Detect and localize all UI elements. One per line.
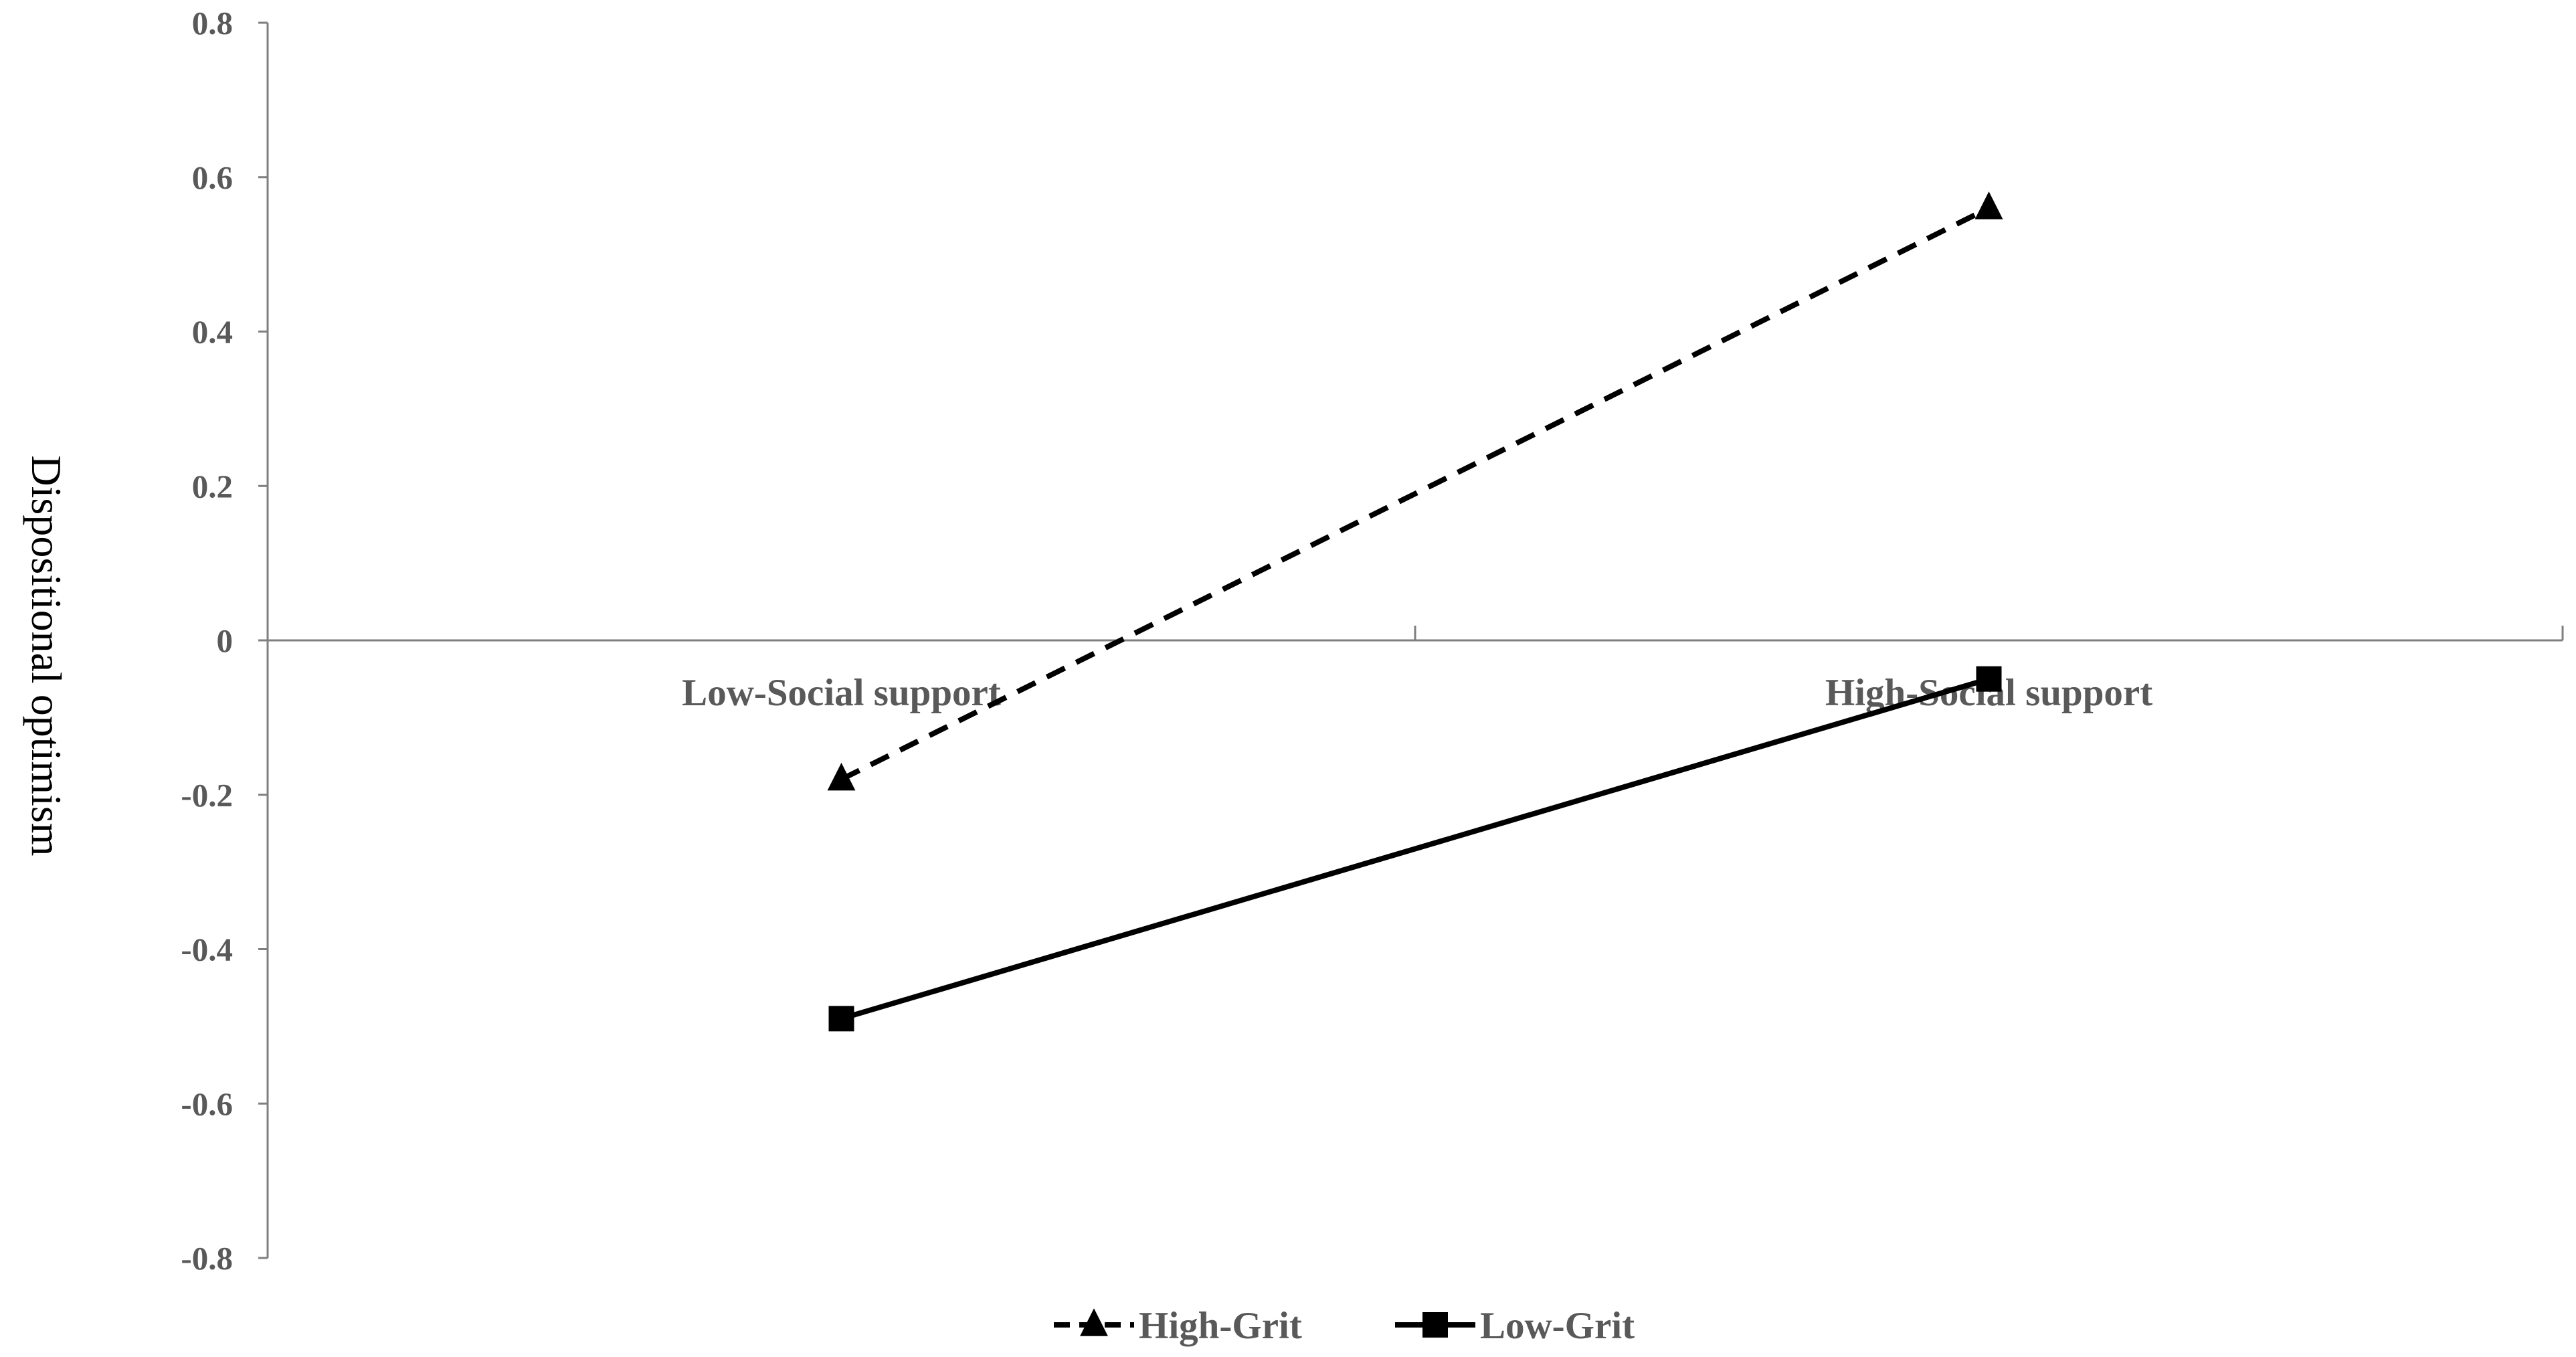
series-line-low-grit: [840, 676, 1990, 1022]
legend-marker: [1422, 1312, 1448, 1338]
y-tick-label: 0.8: [192, 5, 233, 41]
y-tick-label: -0.8: [181, 1240, 233, 1277]
data-point-low-grit: [828, 1006, 854, 1032]
y-tick-label: 0.6: [192, 159, 233, 196]
x-category-label: Low-Social support: [682, 672, 1001, 714]
y-tick-label: 0.2: [192, 468, 233, 505]
y-tick-label: -0.6: [181, 1085, 233, 1122]
series-high-grit: [827, 191, 2003, 791]
y-tick-label: 0: [217, 622, 234, 659]
y-tick-label: -0.4: [181, 931, 233, 968]
data-point-low-grit: [1976, 666, 2002, 692]
series-layer: [827, 191, 2003, 1032]
legend-label: High-Grit: [1139, 1305, 1302, 1347]
y-axis-title: Dispositional optimism: [23, 455, 70, 856]
legend-item-low-grit: Low-Grit: [1395, 1305, 1635, 1347]
x-category-labels: Low-Social support High-Social support: [682, 672, 2152, 714]
y-ticks: 0.8 0.6 0.4 0.2 0 -0.2 -0.4 -0.6 -0.8: [181, 5, 268, 1277]
data-point-high-grit: [827, 762, 856, 791]
series-low-grit: [828, 666, 2002, 1032]
x-ticks: [266, 626, 2564, 640]
legend-label: Low-Grit: [1480, 1305, 1635, 1347]
y-tick-label: 0.4: [192, 314, 233, 351]
data-point-high-grit: [1974, 191, 2003, 219]
legend: High-Grit Low-Grit: [1054, 1305, 1635, 1347]
series-line-high-grit: [840, 205, 1991, 782]
y-tick-label: -0.2: [181, 777, 233, 814]
legend-item-high-grit: High-Grit: [1054, 1305, 1302, 1347]
legend-marker: [1080, 1308, 1108, 1336]
